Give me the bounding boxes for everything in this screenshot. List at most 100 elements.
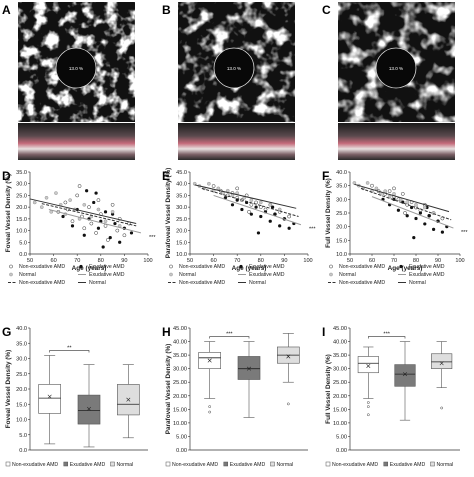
data-point-exudative: [254, 205, 258, 209]
box-iqr: [38, 384, 61, 414]
legend-swatch: [5, 461, 11, 467]
oct-bscan-a: [18, 123, 135, 160]
outlier-point: [208, 405, 212, 408]
data-point-exudative: [423, 222, 427, 226]
data-point-non-exudative: [329, 264, 333, 269]
data-point-normal: [44, 195, 49, 200]
data-point-exudative: [70, 224, 75, 228]
data-point-non-exudative: [9, 264, 13, 269]
x-axis-label: Age (years): [232, 265, 267, 272]
y-tick-label: 40.00: [173, 340, 187, 346]
legend: Non-exudative AMD Exudative AMD Normal: [165, 461, 293, 468]
x-tick-label: 70: [234, 258, 240, 264]
y-tick-label: 45.00: [173, 326, 187, 332]
data-point-non-exudative: [392, 186, 396, 191]
y-tick-label: 15.0: [16, 402, 27, 408]
y-axis-label: Full Vessel Density (%): [325, 178, 332, 248]
y-tick-label: 15.0: [176, 240, 187, 246]
panel-label-i: I: [322, 325, 325, 339]
box-non-exudative: [357, 346, 379, 417]
data-point-normal: [82, 202, 87, 207]
panel-label-b: B: [162, 3, 171, 17]
y-tick-label: 5.00: [176, 434, 187, 440]
y-tick-label: 5.0: [19, 240, 27, 246]
data-point-exudative: [129, 231, 134, 235]
data-point-normal: [169, 272, 173, 277]
data-point-normal: [216, 186, 221, 191]
mean-marker: [366, 363, 371, 368]
y-tick-label: 40.0: [336, 170, 347, 176]
legend-label: Normal: [19, 272, 36, 278]
x-axis-label: Age (years): [388, 265, 423, 272]
legend-label: Exudative AMD: [89, 272, 125, 278]
y-tick-label: 35.00: [173, 353, 187, 359]
x-tick-label: 80: [98, 258, 104, 264]
outlier-point: [440, 406, 444, 410]
trendline: [201, 187, 299, 217]
legend-label: Exudative AMD: [249, 272, 285, 278]
data-point-non-exudative: [82, 226, 87, 231]
data-point-exudative: [96, 226, 101, 230]
legend-label: Non-exudative AMD: [332, 462, 378, 468]
trendline: [194, 184, 297, 209]
significance-label: **: [67, 345, 72, 351]
x-tick-label: 60: [50, 258, 56, 264]
legend-label: Non-exudative AMD: [172, 462, 218, 468]
data-point-normal: [405, 200, 410, 204]
data-point-normal: [207, 181, 211, 186]
x-axis-label: Age (years): [72, 265, 107, 272]
y-tick-label: 25.0: [336, 211, 347, 217]
box-normal: [431, 341, 453, 410]
data-point-normal: [268, 202, 273, 207]
y-tick-label: 0.00: [176, 448, 187, 454]
box-chart-full: 0.00 5.00 10.00 15.00 20.00 25.00 30.00 35.00 40…: [325, 326, 460, 468]
mean-marker: [286, 354, 291, 359]
x-tick-label: 100: [143, 258, 152, 264]
data-point-non-exudative: [287, 214, 291, 219]
significance-label: ***: [383, 332, 390, 338]
legend: Non-exudative AMD Exudative AMD Normal Exud…: [8, 264, 125, 286]
legend-label: Exudative AMD: [249, 264, 285, 270]
y-tick-label: 0.0: [19, 252, 27, 258]
legend-label: Non-exudative AMD: [19, 280, 65, 286]
y-tick-label: 20.0: [336, 225, 347, 231]
y-tick-label: 15.0: [336, 238, 347, 244]
data-point-exudative: [259, 214, 263, 219]
x-tick-label: 90: [281, 258, 287, 264]
octa-panel-b: 13.0 %: [178, 2, 295, 160]
data-point-normal: [329, 272, 333, 277]
outlier-point: [208, 410, 212, 414]
y-tick-label: 20.0: [16, 387, 27, 393]
data-point-exudative: [223, 196, 227, 200]
data-point-exudative: [85, 189, 89, 193]
data-point-exudative: [271, 205, 275, 209]
data-point-exudative: [94, 191, 98, 195]
y-tick-label: 35.00: [333, 353, 347, 359]
box-non-exudative: [38, 355, 61, 445]
data-point-exudative: [412, 236, 416, 240]
box-exudative: [394, 341, 416, 421]
x-tick-label: 80: [413, 258, 419, 264]
mean-marker: [47, 394, 52, 399]
data-point-non-exudative: [89, 221, 94, 226]
data-point-normal: [54, 191, 58, 195]
box-iqr: [77, 394, 101, 425]
x-tick-label: 80: [258, 258, 264, 264]
y-tick-label: 25.0: [176, 217, 187, 223]
data-point-non-exudative: [247, 209, 251, 214]
data-point-exudative: [103, 210, 108, 214]
y-tick-label: 0.0: [19, 448, 27, 454]
y-tick-label: 35.0: [336, 184, 347, 190]
box-iqr: [357, 356, 379, 374]
octa-panel-c: 13.0 %: [338, 2, 455, 160]
data-point-normal: [9, 272, 13, 277]
legend-label: Non-exudative AMD: [339, 264, 385, 270]
trendline: [371, 196, 454, 229]
data-point-exudative: [414, 216, 418, 221]
y-tick-label: 20.00: [173, 394, 187, 400]
y-tick-label: 25.00: [173, 380, 187, 386]
data-point-non-exudative: [370, 183, 374, 188]
y-tick-label: 40.00: [333, 340, 347, 346]
y-tick-label: 15.0: [16, 217, 27, 223]
